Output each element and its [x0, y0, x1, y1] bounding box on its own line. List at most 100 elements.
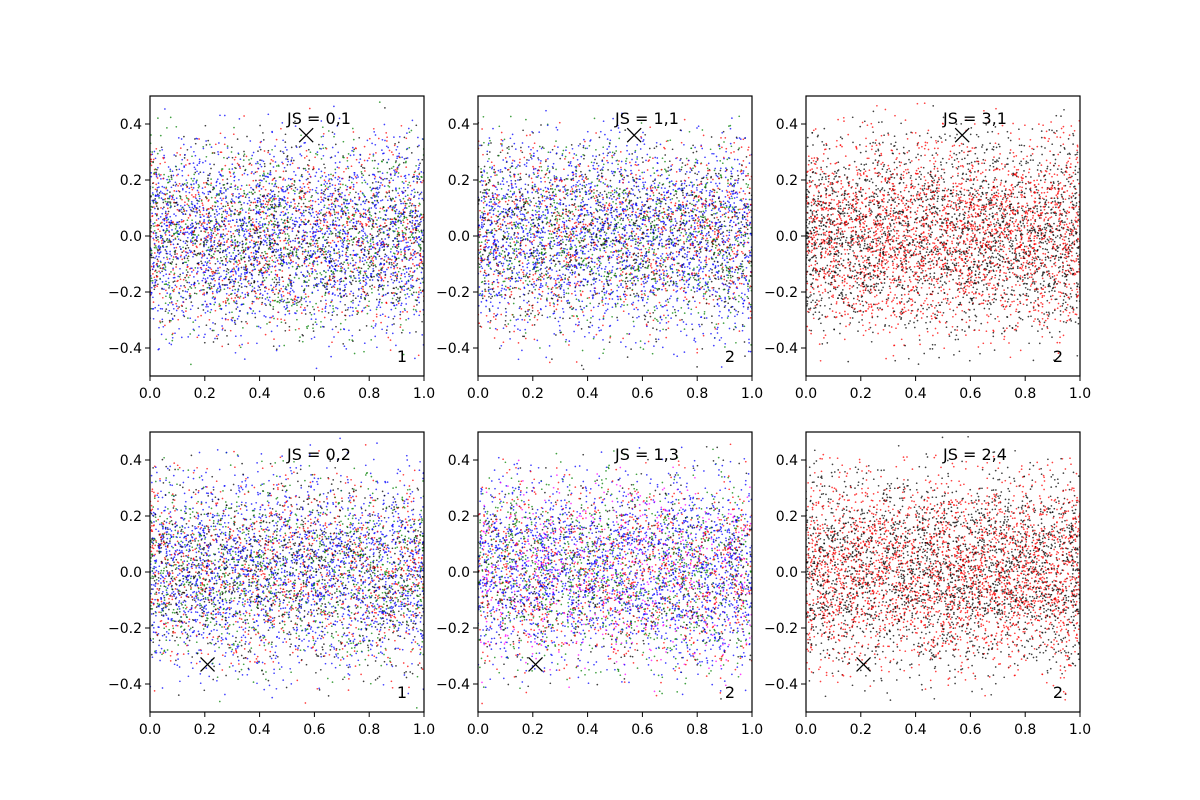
scatter-point	[171, 198, 173, 201]
scatter-point	[262, 226, 264, 228]
scatter-point	[345, 251, 348, 254]
scatter-point	[394, 271, 397, 274]
scatter-point	[174, 232, 177, 234]
scatter-point	[284, 329, 287, 332]
scatter-point	[393, 169, 395, 172]
scatter-point	[286, 306, 289, 309]
scatter-point	[205, 228, 207, 231]
scatter-point	[287, 242, 290, 244]
scatter-point	[324, 291, 327, 294]
scatter-point	[211, 234, 214, 237]
scatter-point	[253, 290, 256, 292]
scatter-point	[353, 352, 356, 355]
scatter-point	[315, 210, 318, 213]
scatter-point	[230, 198, 233, 200]
scatter-point	[408, 295, 410, 298]
scatter-point	[307, 325, 310, 327]
scatter-point	[260, 206, 263, 209]
scatter-point	[269, 153, 271, 156]
scatter-point	[221, 251, 224, 254]
scatter-point	[274, 299, 277, 302]
scatter-point	[391, 197, 394, 200]
scatter-point	[178, 220, 181, 223]
scatter-point	[239, 252, 241, 254]
scatter-point	[283, 306, 286, 308]
scatter-point	[174, 284, 177, 287]
scatter-point	[268, 264, 270, 267]
scatter-point	[380, 263, 383, 265]
scatter-point	[266, 271, 268, 274]
scatter-point	[347, 167, 350, 170]
scatter-point	[383, 249, 385, 252]
scatter-point	[397, 212, 400, 215]
scatter-point	[341, 311, 343, 313]
scatter-point	[259, 283, 262, 286]
scatter-point	[150, 153, 152, 156]
scatter-point	[299, 197, 302, 200]
scatter-point	[302, 209, 305, 212]
scatter-point	[283, 319, 286, 322]
scatter-point	[152, 193, 154, 196]
scatter-point	[293, 303, 296, 306]
scatter-point	[238, 285, 241, 287]
scatter-point	[213, 224, 216, 227]
scatter-point	[334, 233, 337, 235]
scatter-point	[233, 285, 235, 288]
scatter-point	[272, 234, 274, 236]
scatter-point	[275, 288, 278, 291]
scatter-point	[275, 218, 278, 220]
scatter-point	[418, 166, 420, 169]
scatter-point	[248, 163, 251, 166]
scatter-point	[158, 245, 160, 247]
scatter-point	[218, 228, 220, 231]
scatter-point	[231, 205, 234, 208]
scatter-point	[258, 260, 261, 263]
scatter-point	[297, 202, 300, 205]
scatter-point	[339, 300, 342, 303]
scatter-point	[420, 271, 423, 274]
scatter-point	[217, 193, 219, 196]
scatter-point	[191, 240, 194, 243]
scatter-point	[393, 207, 395, 209]
scatter-point	[233, 249, 236, 252]
scatter-point	[388, 195, 391, 198]
scatter-point	[286, 201, 289, 204]
scatter-point	[419, 238, 422, 241]
scatter-point	[363, 167, 366, 169]
scatter-point	[372, 262, 375, 265]
scatter-point	[223, 143, 226, 146]
scatter-point	[409, 239, 412, 242]
scatter-point	[177, 307, 179, 310]
scatter-point	[256, 170, 258, 173]
scatter-point	[169, 297, 172, 300]
scatter-point	[318, 168, 320, 170]
scatter-point	[226, 210, 229, 213]
scatter-point	[360, 229, 363, 232]
scatter-point	[262, 230, 265, 232]
scatter-point	[315, 213, 318, 216]
scatter-point	[389, 173, 392, 176]
scatter-point	[394, 260, 396, 263]
scatter-point	[204, 311, 207, 314]
scatter-point	[194, 243, 196, 245]
scatter-point	[179, 239, 182, 242]
scatter-point	[286, 188, 289, 191]
scatter-point	[241, 224, 243, 227]
scatter-point	[152, 222, 155, 225]
scatter-point	[387, 236, 390, 239]
scatter-point	[383, 284, 385, 287]
scatter-point	[197, 334, 200, 337]
scatter-point	[184, 213, 187, 215]
scatter-point	[321, 295, 324, 298]
scatter-point	[175, 214, 177, 217]
scatter-point	[300, 174, 303, 176]
scatter-point	[295, 255, 298, 257]
scatter-point	[249, 307, 252, 310]
scatter-point	[379, 314, 382, 317]
scatter-point	[341, 254, 344, 257]
scatter-point	[312, 253, 315, 255]
scatter-point	[159, 251, 162, 253]
scatter-point	[328, 227, 331, 230]
scatter-point	[279, 203, 281, 206]
scatter-point	[179, 273, 182, 276]
